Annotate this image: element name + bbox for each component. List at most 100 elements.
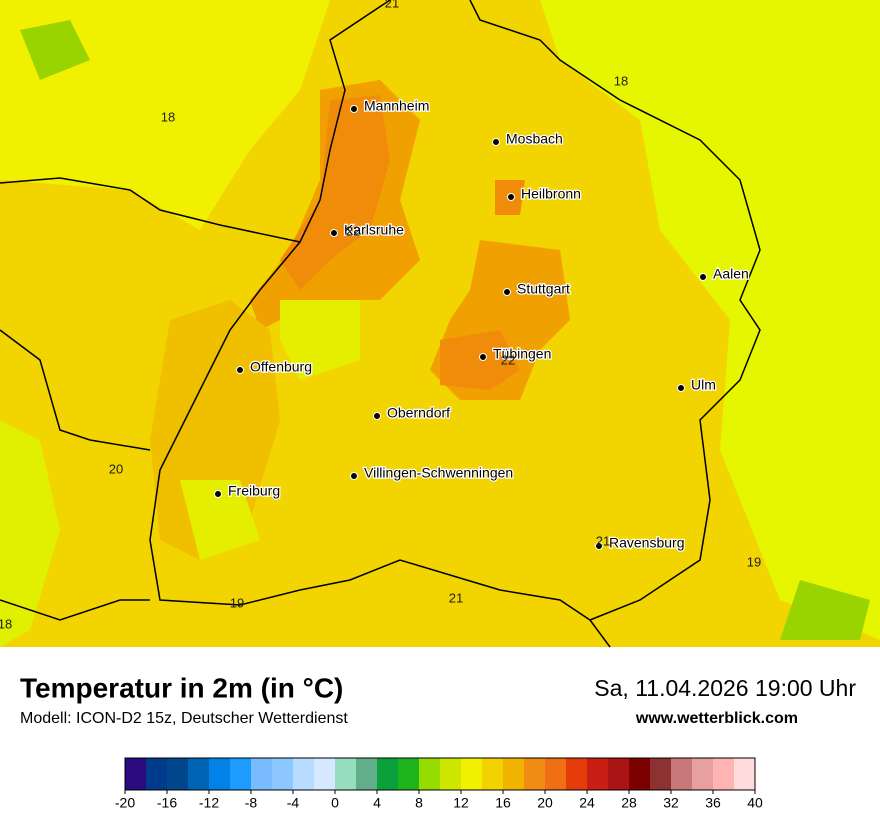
colorbar-tick-label: 36 [705, 795, 721, 811]
city-label: Villingen-Schwenningen [364, 465, 513, 481]
city-label: Offenburg [250, 359, 312, 375]
colorbar-tick-label: -20 [115, 795, 135, 811]
colorbar-tick-label: 8 [415, 795, 423, 811]
city-dot [699, 273, 707, 281]
colorbar-segment [335, 758, 357, 790]
colorbar-segment [314, 758, 336, 790]
temperature-label: 18 [614, 73, 628, 88]
colorbar-segment [650, 758, 672, 790]
colorbar-segment [608, 758, 630, 790]
city-label: Karlsruhe [344, 222, 404, 238]
colorbar-segment [503, 758, 525, 790]
colorbar-segment [734, 758, 756, 790]
city-label: Ulm [691, 377, 716, 393]
temperature-label: 20 [109, 461, 123, 476]
city-dot [507, 193, 515, 201]
colorbar-segment [230, 758, 252, 790]
hot-area [440, 180, 525, 390]
temperature-label: 18 [161, 109, 175, 124]
colorbar-tick-label: 0 [331, 795, 339, 811]
colorbar-segment [398, 758, 420, 790]
colorbar-tick-label: -8 [245, 795, 258, 811]
colorbar-tick-label: -12 [199, 795, 219, 811]
colorbar-segment [167, 758, 189, 790]
temperature-label: 21 [596, 533, 610, 548]
colorbar-segment [251, 758, 273, 790]
colorbar-segment [671, 758, 693, 790]
model: Modell: ICON-D2 15z, Deutscher Wetterdie… [20, 710, 348, 727]
city-dot [492, 138, 500, 146]
temperature-label: 21 [385, 0, 399, 10]
colorbar-tick-label: 40 [747, 795, 763, 811]
colorbar-segment [566, 758, 588, 790]
colorbar-tick-label: 28 [621, 795, 637, 811]
cool-area [540, 0, 880, 640]
colorbar-segment [713, 758, 735, 790]
city-label: Mannheim [364, 98, 429, 114]
colorbar-frame [124, 757, 756, 791]
city-label: Mosbach [506, 131, 563, 147]
city-label: Oberndorf [387, 405, 450, 421]
datetime: Sa, 11.04.2026 19:00 Uhr [594, 675, 856, 701]
city-label: Stuttgart [517, 281, 570, 297]
colorbar-segment [188, 758, 210, 790]
temperature-label: 22 [501, 352, 515, 367]
city-label: Ravensburg [609, 535, 685, 551]
colorbar: -20 -16 -12 -8 -4 0 4 8 12 16 20 24 28 32 36 40 [115, 757, 763, 811]
city-dot [503, 288, 511, 296]
colorbar-segment [293, 758, 315, 790]
colorbar-segment [146, 758, 168, 790]
city-dot [595, 542, 603, 550]
colorbar-segment [440, 758, 462, 790]
colorbar-segment [482, 758, 504, 790]
colorbar-segment [461, 758, 483, 790]
map-labels: 21 18 18 22 22 20 21 19 19 21 18 [0, 0, 761, 631]
colorbar-segment [125, 758, 147, 790]
colorbar-segment [272, 758, 294, 790]
colorbar-tick-label: 20 [537, 795, 553, 811]
city-dot [330, 229, 338, 237]
city-dot [350, 472, 358, 480]
city-dot [479, 353, 487, 361]
city-dot [214, 490, 222, 498]
colorbar-tick-label: -16 [157, 795, 177, 811]
cities: Mannheim Mosbach Heilbronn Karlsruhe Aalen St… [214, 96, 750, 552]
colorbar-segment [377, 758, 399, 790]
temperature-label: 19 [747, 554, 761, 569]
city-dot [677, 384, 685, 392]
temperature-label: 22 [346, 223, 360, 238]
temperature-label: 18 [0, 616, 12, 631]
cool-area [0, 420, 60, 647]
city-dot [350, 105, 358, 113]
website: www.wetterblick.com [635, 710, 798, 727]
city-label: Aalen [713, 266, 749, 282]
border [0, 329, 611, 648]
city-dot [373, 412, 381, 420]
colorbar-tick-label: 12 [453, 795, 469, 811]
temperature-label: 19 [230, 595, 244, 610]
colorbar-segment [209, 758, 231, 790]
colorbar-tick-label: 32 [663, 795, 679, 811]
cool-area [180, 300, 360, 560]
title: Temperatur in 2m (in °C) [20, 672, 343, 703]
colorbar-segment [629, 758, 651, 790]
city-dot [236, 366, 244, 374]
colorbar-tick-label: 16 [495, 795, 511, 811]
borders [0, 0, 761, 648]
warm-area [150, 300, 280, 560]
colorbar-segment [692, 758, 714, 790]
colorbar-tick-label: -4 [287, 795, 300, 811]
colorbar-segment [587, 758, 609, 790]
temperature-label: 21 [449, 590, 463, 605]
city-label: Tübingen [493, 346, 551, 362]
hot-area [280, 95, 390, 290]
colorbar-segment [545, 758, 567, 790]
city-label: Heilbronn [521, 186, 581, 202]
colorbar-tick-label: 24 [579, 795, 595, 811]
colorbar-segment [524, 758, 546, 790]
colorbar-segment [356, 758, 378, 790]
colorbar-segment [419, 758, 441, 790]
city-label: Freiburg [228, 483, 280, 499]
map [0, 0, 880, 648]
